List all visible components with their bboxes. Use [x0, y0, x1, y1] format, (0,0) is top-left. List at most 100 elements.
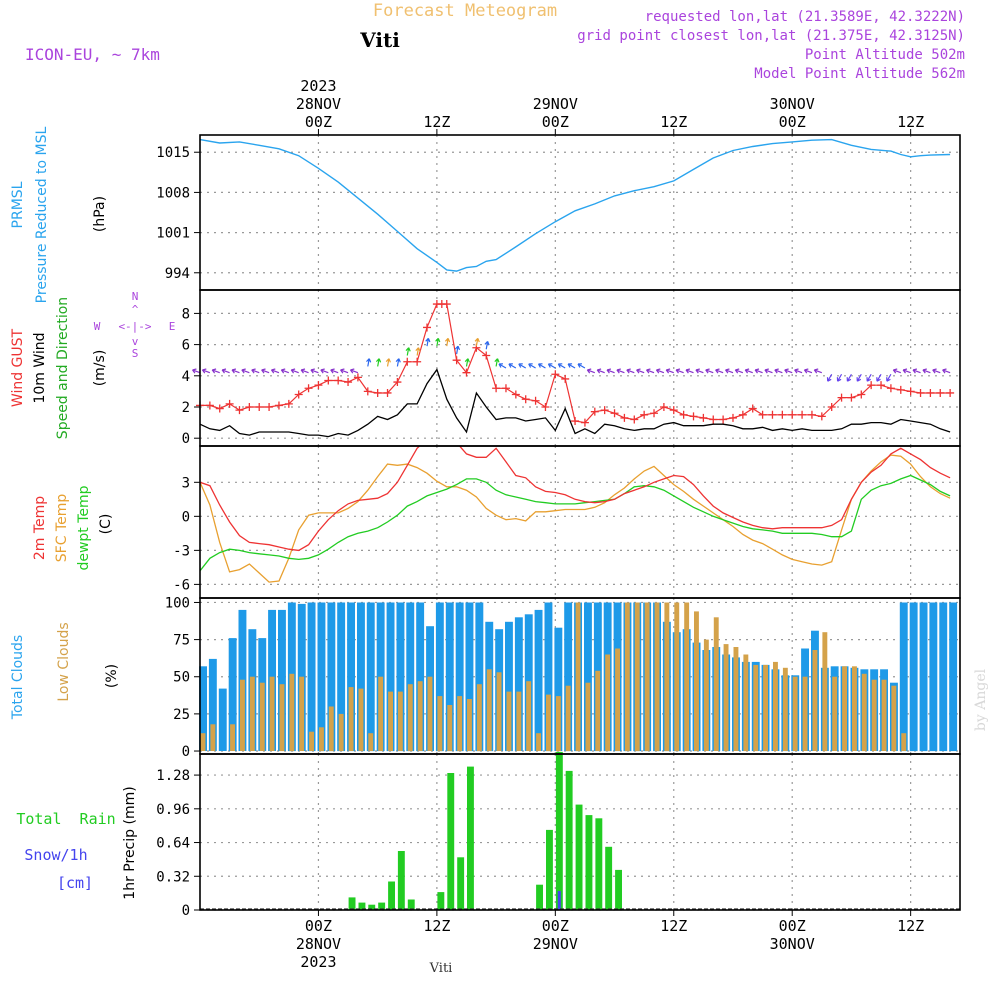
gust-marker: [314, 381, 323, 390]
wind-direction-arrow: [405, 347, 411, 356]
top-xtick-label: 00Z: [779, 113, 806, 131]
gridpoint-coords: grid point closest lon,lat (21.375E, 42.…: [577, 28, 965, 44]
total-cloud-bar: [357, 602, 365, 752]
model-label: ICON-EU, ~ 7km: [25, 45, 160, 64]
rain-bar: [447, 773, 455, 910]
clouds-ytick-label: 0: [182, 744, 190, 760]
low-cloud-bar: [684, 602, 690, 752]
requested-coords: requested lon,lat (21.3589E, 42.3222N): [645, 9, 965, 25]
gust-marker: [423, 323, 432, 332]
wind-direction-arrow: [518, 363, 527, 369]
wind-direction-arrow: [655, 368, 665, 374]
rain-bar: [368, 904, 376, 910]
wind-direction-arrow: [547, 363, 556, 369]
gust-marker: [689, 412, 698, 421]
wind-direction-arrow: [725, 368, 734, 374]
gust-marker: [709, 415, 718, 424]
low-cloud-bar: [812, 650, 818, 751]
gust-marker: [748, 404, 757, 413]
wind-direction-arrow: [375, 358, 382, 367]
clouds-ytick-label: 50: [173, 670, 190, 686]
rain-bar: [605, 846, 613, 910]
low-clouds-label: Low Clouds: [56, 622, 72, 701]
top-xtick-label: 00Z: [305, 113, 332, 131]
precip-ytick-label: 0.96: [156, 802, 190, 818]
gust-marker: [501, 384, 510, 393]
wind-direction-arrow: [886, 373, 892, 382]
gust-marker: [492, 384, 501, 393]
wind-direction-arrow: [784, 368, 793, 374]
rain-bar: [437, 892, 445, 910]
wind-ytick-label: 8: [182, 306, 190, 322]
low-cloud-bar: [368, 733, 374, 751]
gust-marker: [541, 403, 550, 411]
wind-direction-arrow: [261, 368, 270, 374]
gust-marker: [906, 387, 915, 396]
wind-ytick-label: 6: [182, 338, 190, 354]
wind-direction-arrow: [636, 368, 645, 374]
low-cloud-bar: [822, 632, 828, 752]
wind-direction-arrow: [715, 368, 724, 374]
snow-label: Snow/1h: [24, 846, 87, 864]
total-cloud-bar: [909, 602, 918, 752]
top-xtick-label: 28NOV: [296, 95, 341, 113]
total-cloud-bar: [435, 602, 444, 752]
gust-marker: [580, 418, 589, 427]
gust-marker: [531, 396, 540, 405]
location-title: Viti: [359, 28, 400, 52]
total-cloud-bar: [416, 602, 425, 752]
wind-direction-arrow: [932, 368, 941, 374]
gust-marker: [640, 410, 649, 419]
clouds-panel: [199, 602, 958, 752]
low-cloud-bar: [259, 682, 265, 751]
gust-marker: [630, 415, 639, 424]
gust-marker: [827, 403, 836, 411]
total-cloud-bar: [465, 602, 474, 752]
total-cloud-bar: [475, 602, 484, 752]
wind-direction-arrow: [813, 368, 823, 374]
gust-marker: [304, 384, 313, 393]
wind-direction-arrow: [567, 363, 576, 369]
temp-frame: [199, 445, 961, 599]
low-cloud-bar: [901, 733, 907, 751]
total-cloud-bar: [554, 627, 563, 751]
low-cloud-bar: [773, 661, 778, 751]
bottom-xtick-label: 00Z: [542, 917, 569, 935]
gust-marker: [413, 357, 422, 366]
total-cloud-bar: [939, 602, 948, 752]
gust-marker: [255, 403, 264, 411]
gust-marker: [521, 395, 530, 404]
low-cloud-bar: [703, 639, 709, 751]
gust-marker: [926, 388, 935, 397]
rain-bar: [615, 869, 622, 910]
point-altitude: Point Altitude 502m: [805, 47, 965, 63]
top-xtick-label: 29NOV: [533, 95, 578, 113]
pressure-frame: [199, 134, 961, 291]
gust-marker: [334, 376, 343, 385]
low-cloud-bar: [723, 644, 729, 752]
gust-marker: [728, 413, 737, 422]
wind-direction-arrow: [902, 368, 911, 374]
rain-bar: [595, 818, 603, 910]
wind-direction-arrow: [385, 358, 391, 367]
top-xtick-label: 30NOV: [770, 95, 815, 113]
low-cloud-bar: [881, 679, 887, 751]
gust-marker: [245, 403, 254, 411]
temp-ytick-label: -6: [173, 577, 190, 593]
temp-ytick-label: 0: [182, 509, 190, 525]
gust-marker: [571, 417, 580, 426]
low-cloud-bar: [802, 676, 808, 751]
snow-bar: [557, 891, 561, 910]
wind-direction-arrow: [528, 363, 536, 369]
wind-direction-arrow: [484, 340, 490, 350]
total-clouds-label: Total Clouds: [10, 635, 26, 720]
precip-units: 1hr Precip (mm): [122, 786, 138, 899]
wind-direction-arrow: [251, 368, 260, 374]
gust-marker: [896, 385, 905, 394]
bottom-xtick-label: 00Z: [305, 917, 332, 935]
clouds-units: (%): [104, 664, 120, 688]
low-cloud-bar: [417, 681, 423, 751]
model-altitude: Model Point Altitude 562m: [754, 66, 965, 82]
gust-label: Wind GUST: [10, 328, 26, 407]
wind-direction-arrow: [340, 368, 349, 374]
